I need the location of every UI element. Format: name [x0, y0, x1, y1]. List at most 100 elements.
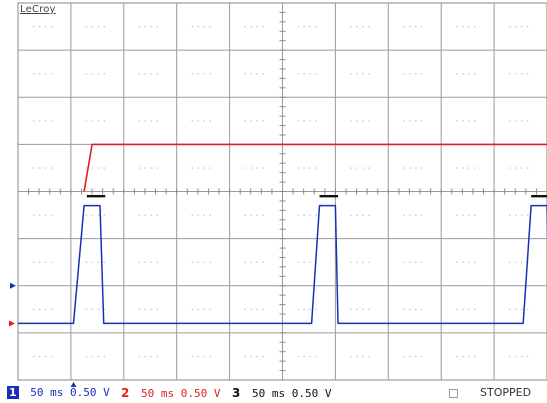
grid-dot	[209, 120, 212, 122]
grid-dot	[403, 355, 405, 358]
grid-dot	[508, 120, 511, 122]
grid-dot	[91, 167, 94, 169]
grid-dot	[514, 26, 517, 28]
grid-dot	[38, 355, 41, 358]
grid-dot	[203, 308, 206, 311]
grid-dot	[526, 308, 529, 311]
grid-dot	[368, 214, 370, 216]
grid-dot	[362, 308, 364, 311]
grid-dot	[138, 73, 141, 75]
grid-dot	[462, 26, 464, 28]
grid-dot	[138, 167, 141, 169]
grid-dot	[97, 308, 100, 311]
grid-dot	[191, 26, 194, 28]
grid-dot	[514, 355, 517, 358]
grid-dot	[50, 26, 53, 28]
grid-dot	[303, 261, 305, 263]
grid-dot	[297, 120, 299, 122]
grid-dot	[350, 167, 352, 169]
grid-dot	[97, 355, 100, 358]
grid-dot	[103, 214, 106, 216]
grid-dot	[508, 308, 511, 311]
channel-2-readout[interactable]: 2 50 ms 0.50 V	[121, 384, 220, 403]
grid-dot	[85, 73, 88, 75]
grid-dot	[156, 355, 159, 358]
grid-dot	[309, 120, 311, 122]
grid-dot	[362, 214, 364, 216]
grid-dot	[421, 120, 423, 122]
grid-dot	[462, 355, 464, 358]
grid-dot	[38, 308, 41, 311]
channel-3-readout[interactable]: 3 50 ms 0.50 V	[232, 384, 331, 403]
grid-dot	[44, 120, 47, 122]
grid-dot	[309, 261, 311, 263]
triangle-up-icon	[70, 382, 77, 387]
grid-dot	[409, 26, 411, 28]
grid-dot	[468, 261, 470, 263]
grid-dot	[350, 214, 352, 216]
grid-dot	[297, 26, 299, 28]
grid-dot	[150, 355, 153, 358]
grid-dot	[38, 26, 41, 28]
grid-dot	[209, 73, 212, 75]
grid-dot	[356, 308, 358, 311]
grid-dot	[191, 308, 194, 311]
channel-2-number: 2	[121, 386, 130, 400]
grid-dot	[250, 308, 252, 311]
grid-dot	[303, 120, 305, 122]
grid-dot	[409, 120, 411, 122]
grid-dot	[50, 261, 53, 263]
grid-dot	[91, 214, 94, 216]
grid-dot	[97, 167, 100, 169]
grid-dot	[421, 308, 423, 311]
grid-dot	[191, 120, 194, 122]
grid-dot	[315, 167, 317, 169]
grid-dot	[44, 308, 47, 311]
grid-dot	[526, 355, 529, 358]
grid-dot	[103, 261, 106, 263]
grid-dot	[97, 261, 100, 263]
grid-dot	[197, 308, 200, 311]
channel-1-readout[interactable]: 1 50 ms 0.50 V	[7, 384, 110, 402]
grid-dot	[403, 167, 405, 169]
grid-dot	[103, 167, 106, 169]
grid-dot	[91, 308, 94, 311]
grid-dot	[32, 167, 35, 169]
grid-dot	[256, 355, 258, 358]
grid-dot	[474, 120, 476, 122]
grid-dot	[38, 73, 41, 75]
grid-dot	[32, 261, 35, 263]
grid-dot	[32, 73, 35, 75]
grid-dot	[44, 214, 47, 216]
grid-dot	[368, 167, 370, 169]
grid-dot	[415, 214, 417, 216]
grid-dot	[474, 26, 476, 28]
grid-dot	[514, 167, 517, 169]
grid-dot	[421, 261, 423, 263]
grid-dot	[244, 261, 246, 263]
grid-dot	[520, 355, 523, 358]
run-stop-indicator-icon[interactable]	[449, 389, 458, 398]
grid-dot	[156, 26, 159, 28]
grid-dot	[421, 214, 423, 216]
grid-dot	[421, 355, 423, 358]
grid-dot	[409, 261, 411, 263]
grid-dot	[50, 167, 53, 169]
channel-3-timebase: 50 ms	[251, 387, 286, 400]
grid-dot	[191, 355, 194, 358]
grid-dot	[297, 261, 299, 263]
grid-dot	[91, 261, 94, 263]
grid-dot	[462, 73, 464, 75]
grid-dot	[303, 355, 305, 358]
grid-dot	[262, 214, 264, 216]
grid-dot	[150, 308, 153, 311]
grid-dot	[32, 308, 35, 311]
grid-dot	[462, 261, 464, 263]
grid-dot	[520, 261, 523, 263]
grid-dot	[197, 214, 200, 216]
grid-dot	[368, 308, 370, 311]
grid-dot	[309, 26, 311, 28]
grid-dot	[97, 26, 100, 28]
grid-dot	[309, 73, 311, 75]
grid-dot	[191, 73, 194, 75]
